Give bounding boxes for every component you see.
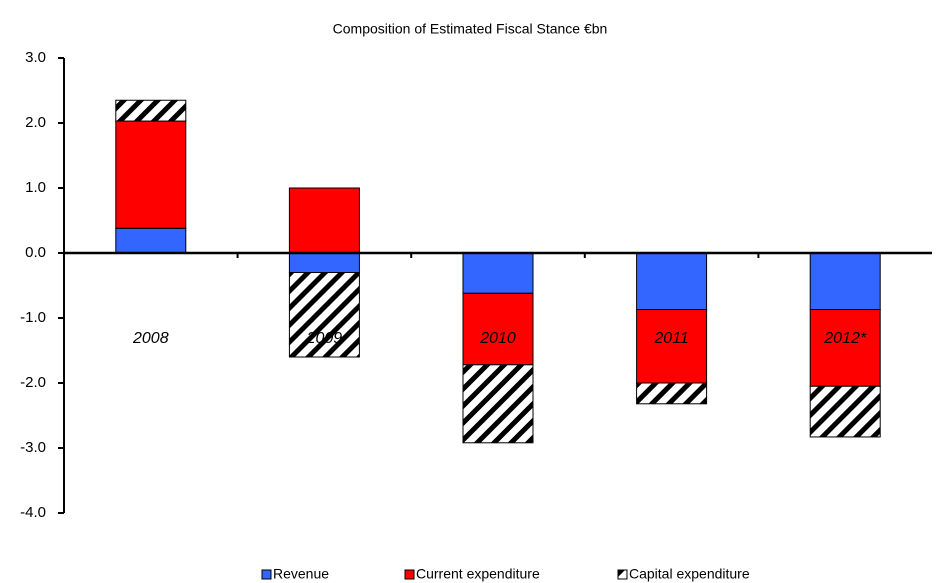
bar-segment bbox=[809, 309, 881, 387]
x-tick-label: 2008 bbox=[132, 330, 169, 347]
bar-segment bbox=[288, 187, 360, 254]
bar-segment bbox=[809, 385, 881, 438]
legend-swatch bbox=[617, 569, 628, 580]
x-tick-label: 2009 bbox=[306, 330, 343, 347]
y-tick-label: -1.0 bbox=[20, 309, 46, 326]
x-tick-label: 2011 bbox=[653, 330, 688, 347]
x-tick-label: 2010 bbox=[479, 330, 516, 347]
y-tick-label: 2.0 bbox=[25, 114, 46, 131]
bar-segment bbox=[462, 292, 534, 366]
legend-swatch bbox=[261, 569, 272, 580]
bar-segment bbox=[636, 382, 708, 405]
y-tick-label: 0.0 bbox=[25, 244, 46, 261]
y-tick-label: 1.0 bbox=[25, 179, 46, 196]
bar-segment bbox=[288, 252, 360, 273]
bar-segment bbox=[115, 120, 187, 229]
x-tick-label: 2012* bbox=[823, 330, 867, 347]
bar-segment bbox=[115, 227, 187, 254]
y-tick-label: 3.0 bbox=[25, 49, 46, 66]
legend-swatch bbox=[404, 569, 415, 580]
legend-label: Capital expenditure bbox=[629, 566, 750, 582]
chart-title: Composition of Estimated Fiscal Stance €… bbox=[333, 21, 608, 37]
bar-segment bbox=[809, 252, 881, 311]
bar-segment bbox=[462, 252, 534, 294]
y-tick-label: -3.0 bbox=[20, 439, 46, 456]
bar-segment bbox=[636, 309, 708, 384]
bar-segment bbox=[288, 272, 360, 358]
y-tick-label: -4.0 bbox=[20, 504, 46, 521]
legend-label: Current expenditure bbox=[416, 566, 540, 582]
bar-segment bbox=[462, 364, 534, 444]
y-tick-label: -2.0 bbox=[20, 374, 46, 391]
legend-label: Revenue bbox=[273, 566, 329, 582]
bar-segment bbox=[115, 99, 187, 122]
bar-segment bbox=[636, 252, 708, 311]
